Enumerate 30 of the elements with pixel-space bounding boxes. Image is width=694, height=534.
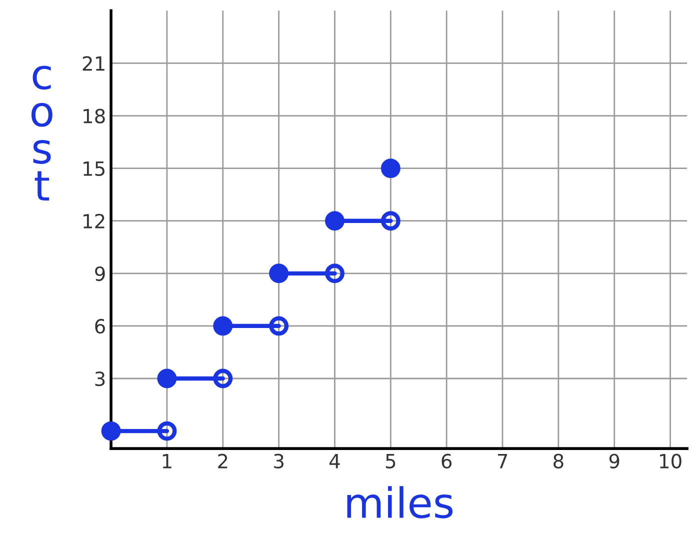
point <box>213 316 233 336</box>
point <box>157 368 177 388</box>
x-tick-label: 2 <box>218 454 228 468</box>
y-axis-title: cost <box>31 66 52 201</box>
x-tick-label: 5 <box>386 454 396 468</box>
point <box>269 264 289 284</box>
y-tick-label: 9 <box>95 266 105 282</box>
y-tick-label: 3 <box>95 371 105 386</box>
y-tick-label: 12 <box>84 214 104 228</box>
point <box>380 158 400 178</box>
x-tick-label: 4 <box>330 454 340 468</box>
point <box>325 211 344 231</box>
x-tick-label: 10 <box>660 454 682 468</box>
x-tick-label: 8 <box>554 454 564 468</box>
x-tick-label: 6 <box>442 454 452 468</box>
y-tick-label: 18 <box>84 108 105 124</box>
x-axis-title: miles <box>347 486 453 518</box>
x-tick-label: 7 <box>498 454 508 468</box>
point <box>325 264 344 284</box>
point <box>213 368 233 388</box>
point <box>101 421 121 441</box>
point <box>269 316 289 336</box>
y-tick-label: 15 <box>84 162 104 176</box>
y-tick-label: 6 <box>95 318 105 334</box>
point <box>157 421 177 441</box>
y-tick-label: 21 <box>82 56 104 71</box>
x-tick-label: 9 <box>609 454 620 468</box>
x-tick-label: 1 <box>162 454 172 468</box>
point <box>380 211 400 231</box>
x-tick-label: 3 <box>274 454 284 468</box>
